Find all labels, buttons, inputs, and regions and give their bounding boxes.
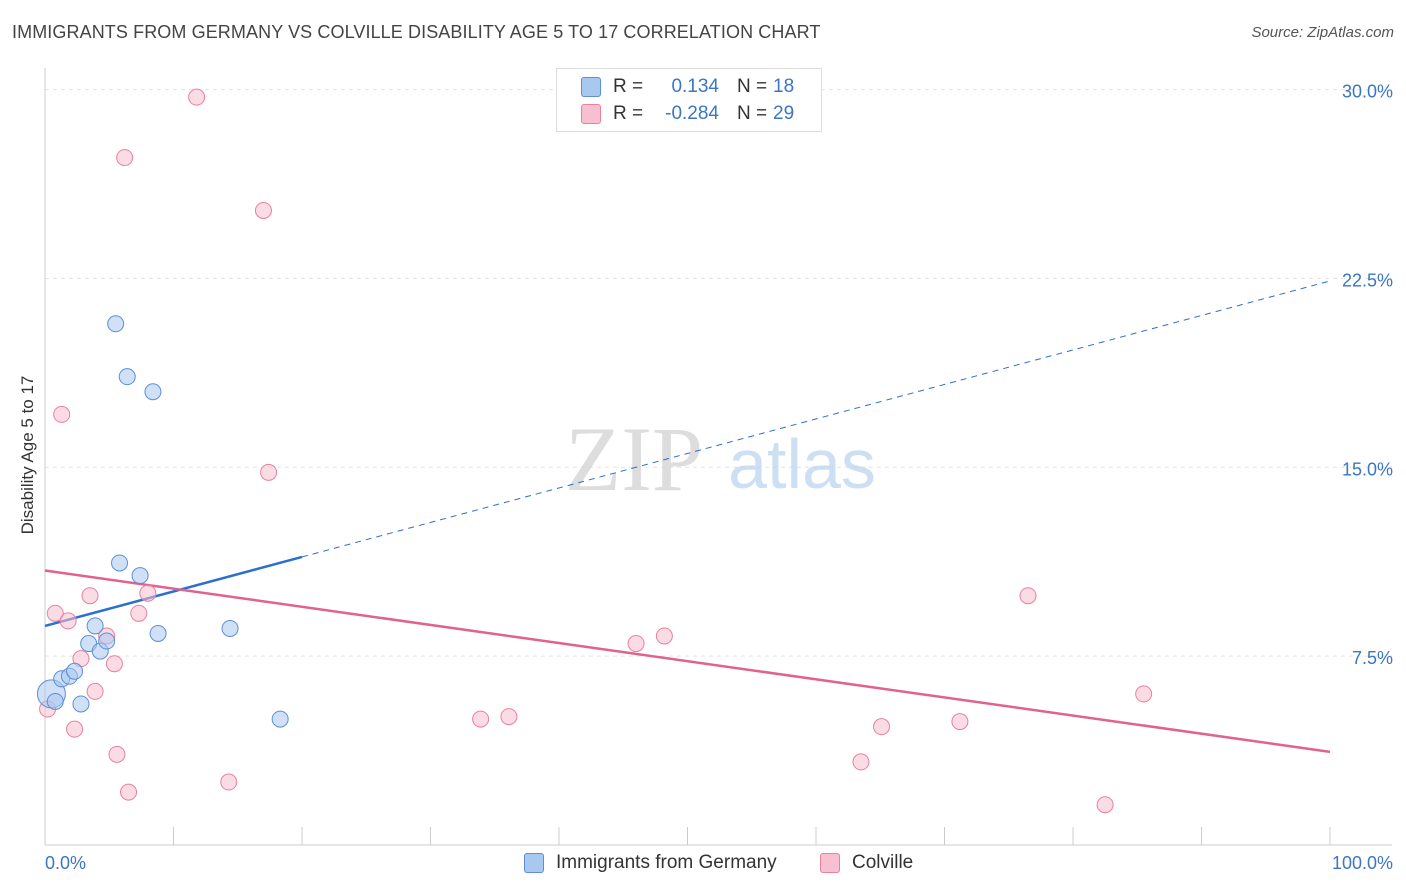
germany-point (111, 554, 129, 572)
germany-point (66, 662, 84, 680)
colville-point (655, 627, 673, 645)
trend-lines (44, 280, 1331, 754)
axes (44, 68, 1392, 846)
colville-point (472, 710, 490, 728)
series-name-colville: Colville (852, 852, 914, 873)
series-legend-germany: Immigrants from Germany (524, 852, 777, 874)
legend-n-label: N = (737, 103, 768, 124)
y-tick-label: 15.0% (1342, 459, 1393, 479)
colville-point (66, 720, 84, 738)
germany-point (107, 315, 125, 333)
series-swatch-colville (820, 853, 840, 873)
colville-point (120, 783, 138, 801)
germany-point (271, 710, 289, 728)
legend-r-label: R = (613, 103, 644, 124)
colville-point (105, 655, 123, 673)
colville-point (852, 753, 870, 771)
tick-labels: 7.5% 15.0% 22.5% 30.0% 0.0% 100.0% (45, 82, 1393, 873)
chart-title: IMMIGRANTS FROM GERMANY VS COLVILLE DISA… (12, 22, 821, 42)
series-legend: Immigrants from Germany Colville (0, 852, 1406, 876)
y-tick-label: 22.5% (1342, 270, 1393, 290)
colville-point (1096, 796, 1114, 814)
colville-point (139, 584, 157, 602)
y-tick-label: 30.0% (1342, 82, 1393, 102)
legend-r-value: 0.134 (671, 76, 719, 97)
colville-point (951, 713, 969, 731)
colville-point (108, 745, 126, 763)
colville-point (1019, 587, 1037, 605)
colville-point (627, 635, 645, 653)
germany-point (144, 383, 162, 401)
legend-r-value: -0.284 (665, 103, 719, 124)
colville-trend-line (44, 569, 1331, 754)
colville-point (500, 708, 518, 726)
watermark-atlas: atlas (728, 425, 876, 503)
legend-r-label: R = (613, 76, 644, 97)
series-legend-colville: Colville (820, 852, 913, 874)
germany-point (118, 368, 136, 386)
legend-n-value: 18 (773, 76, 795, 97)
legend-swatch-colville (581, 104, 601, 124)
x-tick-label-max: 100.0% (1332, 853, 1393, 873)
colville-point (116, 149, 134, 167)
germany-point (149, 624, 167, 642)
colville-point (46, 604, 64, 622)
colville-point (188, 88, 206, 106)
legend-row-germany: R = 0.134 N = 18 (581, 75, 794, 99)
germany-point (72, 695, 90, 713)
germany-point (46, 692, 64, 710)
colville-point (86, 682, 104, 700)
germany-point (86, 617, 104, 635)
x-tick-label-min: 0.0% (45, 853, 86, 873)
colville-point (59, 612, 77, 630)
colville-point (220, 773, 238, 791)
series-swatch-germany (524, 853, 544, 873)
watermark-zip: ZIP (565, 408, 703, 510)
data-points (36, 88, 1153, 814)
series-name-germany: Immigrants from Germany (556, 852, 777, 873)
colville-point (81, 587, 99, 605)
colville-point (53, 405, 71, 423)
germany-trend-extrapolated (301, 280, 1331, 558)
germany-trend-line (44, 555, 303, 628)
source-label: Source: ZipAtlas.com (1251, 24, 1394, 41)
watermark: ZIP atlas (565, 408, 876, 510)
legend-n-value: 29 (773, 103, 795, 124)
germany-point (221, 619, 239, 637)
legend-row-colville: R = -0.284 N = 29 (581, 102, 794, 126)
colville-point (873, 718, 891, 736)
colville-point (254, 201, 272, 219)
colville-point (1135, 685, 1153, 703)
colville-point (130, 604, 148, 622)
colville-point (260, 463, 278, 481)
y-tick-label: 7.5% (1352, 648, 1393, 668)
legend-n-label: N = (737, 76, 768, 97)
correlation-legend: R = 0.134 N = 18 R = -0.284 N = 29 (556, 68, 822, 132)
legend-swatch-germany (581, 77, 601, 97)
germany-point (98, 632, 116, 650)
germany-point (131, 567, 149, 585)
